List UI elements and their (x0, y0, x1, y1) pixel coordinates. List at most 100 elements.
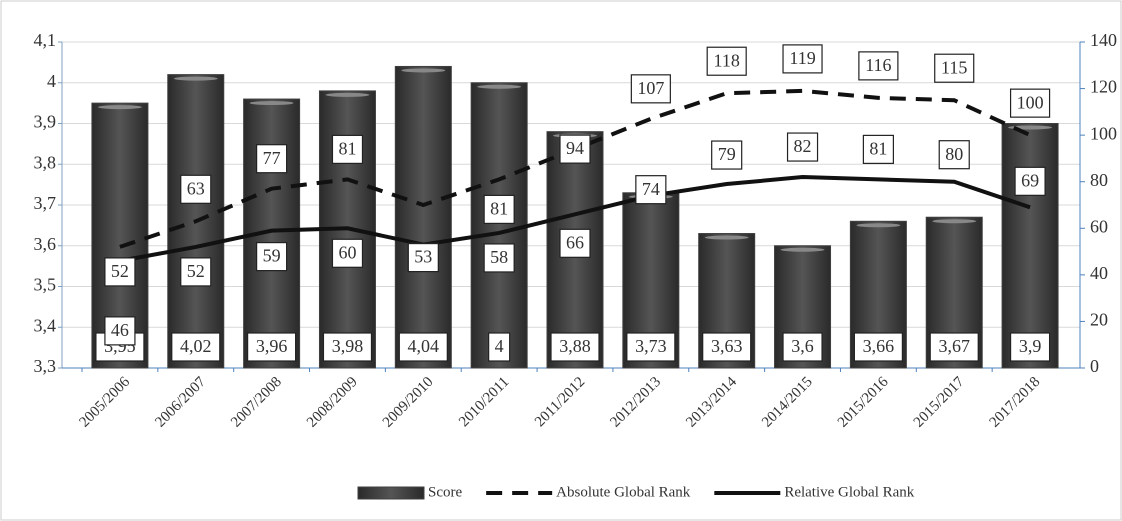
data-label-box (104, 316, 136, 346)
y2-tick-label: 40 (1090, 263, 1108, 283)
data-label-box (322, 332, 373, 362)
data-label-box (929, 332, 979, 362)
data-label: 100 (1017, 92, 1044, 112)
data-label-box (256, 144, 288, 174)
data-label-box (1009, 332, 1051, 362)
data-label-box (782, 332, 823, 362)
bar-cap (97, 105, 142, 110)
data-label-box (630, 74, 671, 104)
bar-cap (249, 101, 294, 106)
data-label-box (626, 332, 676, 362)
data-label-box (398, 332, 448, 362)
data-label: 79 (718, 144, 736, 164)
data-label: 53 (414, 247, 432, 267)
y-tick-label: 3,9 (34, 112, 57, 132)
y-tick-label: 3,4 (34, 315, 57, 335)
data-label: 81 (338, 139, 356, 159)
data-label: 3,67 (938, 336, 970, 356)
data-label: 118 (714, 50, 740, 70)
data-label: 4 (495, 336, 504, 356)
data-label: 66 (566, 232, 584, 252)
y2-tick-label: 0 (1090, 356, 1099, 376)
data-label-box (1009, 88, 1051, 118)
data-label: 58 (490, 247, 508, 267)
bar-cap (173, 76, 218, 81)
y-tick-label: 4 (47, 71, 56, 91)
y-tick-label: 4,1 (34, 30, 57, 50)
data-label: 3,98 (332, 336, 364, 356)
data-label: 3,66 (863, 336, 895, 356)
data-label: 3,88 (559, 336, 591, 356)
data-label: 52 (187, 261, 205, 281)
data-label: 52 (111, 261, 129, 281)
data-label: 59 (263, 246, 281, 266)
data-label-box (934, 53, 975, 83)
data-label-box (711, 140, 743, 170)
data-label-box (706, 46, 747, 76)
data-label: 69 (1021, 170, 1039, 190)
legend-label: Relative Global Rank (784, 484, 914, 500)
data-label: 63 (187, 178, 205, 198)
y2-tick-label: 60 (1090, 216, 1108, 236)
data-label-box (559, 134, 591, 164)
data-label-box (247, 332, 297, 362)
data-label-box (858, 51, 899, 81)
data-label: 74 (642, 179, 660, 199)
data-label: 107 (637, 78, 664, 98)
data-label: 3,9 (1019, 336, 1042, 356)
data-label: 3,63 (711, 336, 743, 356)
data-label-box (171, 332, 221, 362)
data-label: 80 (945, 144, 963, 164)
data-label-box (862, 134, 894, 164)
data-label: 119 (789, 48, 815, 68)
data-label-box (1014, 166, 1046, 196)
data-label-box (180, 257, 212, 287)
bar (1001, 123, 1059, 369)
bar-cap (704, 235, 749, 240)
legend-swatch (357, 486, 425, 500)
line (119, 175, 1031, 263)
bar-cap (932, 219, 977, 224)
legend-label: Absolute Global Rank (556, 484, 691, 500)
bar-cap (325, 92, 370, 97)
data-label: 3,96 (256, 336, 288, 356)
y-tick-label: 3,8 (34, 152, 57, 172)
data-label: 46 (111, 320, 129, 340)
data-label: 82 (794, 136, 812, 156)
data-label: 94 (566, 138, 584, 158)
y2-tick-label: 120 (1090, 77, 1117, 97)
bar-cap (477, 84, 522, 89)
data-label-box (483, 194, 515, 224)
data-label-box (786, 132, 819, 162)
y2-tick-label: 100 (1090, 123, 1117, 143)
legend-label: Score (428, 484, 462, 500)
y2-tick-label: 80 (1090, 170, 1108, 190)
y-tick-label: 3,5 (34, 275, 57, 295)
data-label-box (180, 174, 212, 204)
data-label: 81 (869, 139, 887, 159)
data-label: 3,73 (635, 336, 667, 356)
bar-cap (856, 223, 901, 228)
data-label-box (702, 332, 752, 362)
data-label-box (938, 140, 970, 170)
y2-tick-label: 140 (1090, 30, 1117, 50)
data-label-box (782, 44, 823, 74)
data-label-box (331, 238, 364, 268)
data-label: 4,02 (180, 336, 212, 356)
data-label-box (407, 242, 439, 273)
data-label-box (550, 332, 600, 362)
y-tick-label: 3,3 (34, 356, 57, 376)
data-label-box (853, 332, 903, 362)
data-label: 4,04 (408, 336, 440, 356)
data-label: 115 (941, 57, 967, 77)
y-tick-label: 3,7 (34, 193, 57, 213)
bar (470, 82, 528, 369)
data-label: 60 (338, 242, 356, 262)
bar-cap (401, 68, 446, 73)
bar-cap (780, 247, 825, 252)
data-label: 3,6 (791, 336, 814, 356)
data-label: 116 (865, 55, 891, 75)
data-label-box (483, 243, 515, 273)
y-tick-label: 3,6 (34, 234, 57, 254)
